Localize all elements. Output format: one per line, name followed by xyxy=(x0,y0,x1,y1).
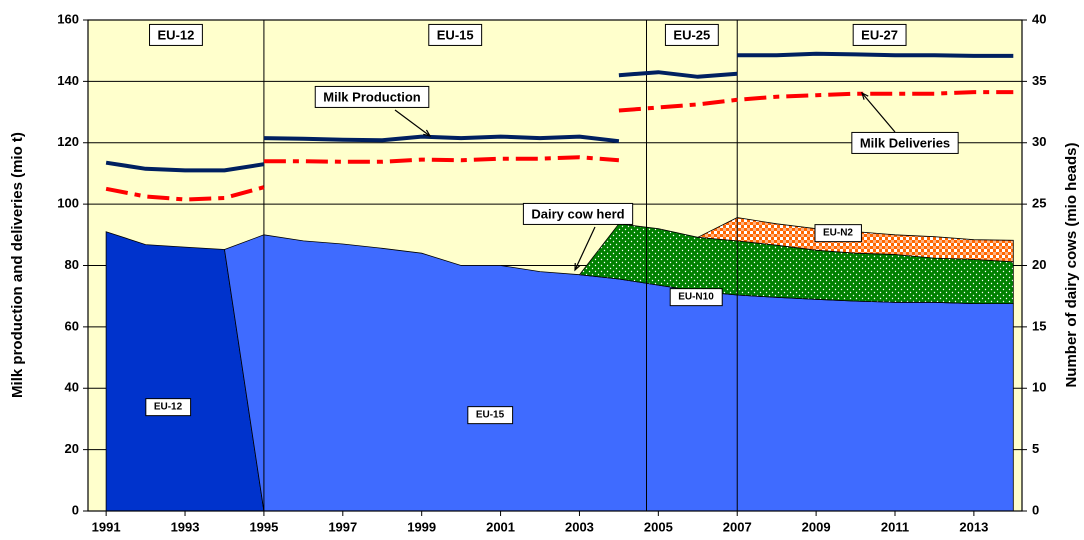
area-label-group: EU-N2 xyxy=(814,224,862,243)
y2-tick-label: 15 xyxy=(1032,318,1046,333)
y-tick-label: 0 xyxy=(72,502,79,517)
period-label: EU-12 xyxy=(158,27,195,42)
herd-annotation: Dairy cow herd xyxy=(531,206,624,221)
y2-tick-label: 35 xyxy=(1032,73,1046,88)
y2-tick-label: 10 xyxy=(1032,380,1046,395)
x-tick-label: 1991 xyxy=(92,519,121,534)
y-tick-label: 20 xyxy=(65,441,79,456)
y2-tick-label: 25 xyxy=(1032,196,1046,211)
line xyxy=(105,185,265,202)
area-label-group: EU-12 xyxy=(145,398,192,417)
line xyxy=(263,134,620,144)
period-label-group: EU-12 xyxy=(149,23,203,46)
y2-tick-label: 0 xyxy=(1032,502,1039,517)
period-label-box xyxy=(149,23,203,46)
period-label-box xyxy=(428,23,483,46)
annotation-arrowhead xyxy=(574,262,581,272)
herd-annotation-box xyxy=(522,202,634,225)
line-annotation: Milk Deliveries xyxy=(860,135,950,150)
area-label: EU-N2 xyxy=(823,228,853,239)
area-label: EU-15 xyxy=(476,410,505,421)
y-tick-label: 60 xyxy=(65,318,79,333)
y-tick-label: 120 xyxy=(57,134,79,149)
period-label: EU-27 xyxy=(861,27,898,42)
line xyxy=(105,160,265,173)
period-label-group: EU-15 xyxy=(428,23,483,46)
line xyxy=(737,51,1014,58)
y-tick-label: 100 xyxy=(57,196,79,211)
period-label: EU-15 xyxy=(437,27,474,42)
x-tick-label: 2007 xyxy=(723,519,752,534)
x-tick-label: 2011 xyxy=(881,519,909,534)
area-label-box xyxy=(814,224,862,243)
x-tick-label: 2003 xyxy=(565,519,594,534)
period-label-group: EU-27 xyxy=(852,23,907,46)
annotation-arrow xyxy=(861,92,896,133)
y2-tick-label: 5 xyxy=(1032,441,1039,456)
x-tick-label: 1997 xyxy=(328,519,357,534)
y-tick-label: 40 xyxy=(65,380,79,395)
x-tick-label: 2005 xyxy=(644,519,673,534)
y-axis-title: Milk production and deliveries (mio t) xyxy=(9,132,26,398)
plot-frame xyxy=(87,19,1023,512)
line-annotation-box xyxy=(851,131,959,154)
line-annotation-group: Milk Deliveries xyxy=(851,131,959,154)
y2-tick-label: 40 xyxy=(1032,11,1046,26)
line-annotation-group: Milk Production xyxy=(314,85,430,108)
line xyxy=(618,90,1014,113)
period-label-box xyxy=(664,23,719,46)
herd-annotation-group: Dairy cow herd xyxy=(522,202,634,225)
area-label-box xyxy=(145,398,192,417)
line xyxy=(263,155,620,164)
x-tick-label: 2009 xyxy=(802,519,831,534)
x-tick-label: 2013 xyxy=(959,519,988,534)
annotation-arrow xyxy=(394,109,431,137)
line-annotation-box xyxy=(314,85,430,108)
period-label-box xyxy=(852,23,907,46)
area-label-box xyxy=(669,288,723,307)
line-annotation: Milk Production xyxy=(323,89,421,104)
annotation-arrow xyxy=(574,226,596,271)
y-tick-label: 80 xyxy=(65,257,79,272)
annotation-arrowhead xyxy=(423,129,432,137)
area-label-group: EU-N10 xyxy=(669,288,723,307)
x-tick-label: 1995 xyxy=(249,519,278,534)
y-tick-label: 140 xyxy=(57,73,79,88)
period-label-group: EU-25 xyxy=(664,23,719,46)
x-tick-label: 2001 xyxy=(486,519,515,534)
area-label: EU-N10 xyxy=(678,292,714,303)
y2-tick-label: 20 xyxy=(1032,257,1046,272)
annotation-arrowhead xyxy=(861,91,869,100)
y2-axis-title: Number of dairy cows (mio heads) xyxy=(1063,142,1080,387)
x-tick-label: 1999 xyxy=(407,519,436,534)
x-tick-label: 1993 xyxy=(171,519,200,534)
area-label: EU-12 xyxy=(154,402,183,413)
period-label: EU-25 xyxy=(673,27,710,42)
y2-tick-label: 30 xyxy=(1032,134,1046,149)
area-label-box xyxy=(467,406,514,425)
y-tick-label: 160 xyxy=(57,11,79,26)
area-label-group: EU-15 xyxy=(467,406,514,425)
line xyxy=(618,70,738,79)
